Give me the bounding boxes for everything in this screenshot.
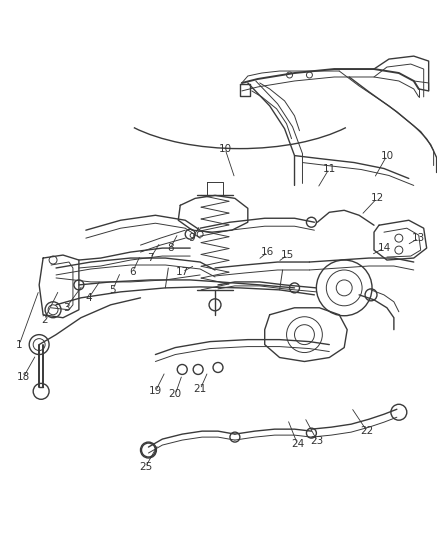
Text: 11: 11 <box>323 164 336 174</box>
Text: 6: 6 <box>129 267 136 277</box>
Text: 7: 7 <box>147 253 154 263</box>
Text: 21: 21 <box>194 384 207 394</box>
Text: 10: 10 <box>380 151 393 160</box>
Text: 24: 24 <box>291 439 304 449</box>
Text: 3: 3 <box>63 303 69 313</box>
Text: 19: 19 <box>149 386 162 397</box>
Text: 22: 22 <box>360 426 374 436</box>
Text: 8: 8 <box>167 243 173 253</box>
Text: 25: 25 <box>139 462 152 472</box>
Text: 2: 2 <box>41 314 47 325</box>
Text: 20: 20 <box>169 389 182 399</box>
Text: 12: 12 <box>371 193 384 204</box>
Text: 13: 13 <box>412 233 425 243</box>
Text: 9: 9 <box>189 233 195 243</box>
Text: 5: 5 <box>110 285 116 295</box>
Text: 17: 17 <box>176 267 189 277</box>
Text: 1: 1 <box>16 340 23 350</box>
Text: 23: 23 <box>311 436 324 446</box>
Text: 10: 10 <box>219 143 232 154</box>
Text: 14: 14 <box>377 243 391 253</box>
Text: 18: 18 <box>17 373 30 382</box>
Text: 15: 15 <box>281 250 294 260</box>
Text: 4: 4 <box>85 293 92 303</box>
Text: 16: 16 <box>261 247 274 257</box>
